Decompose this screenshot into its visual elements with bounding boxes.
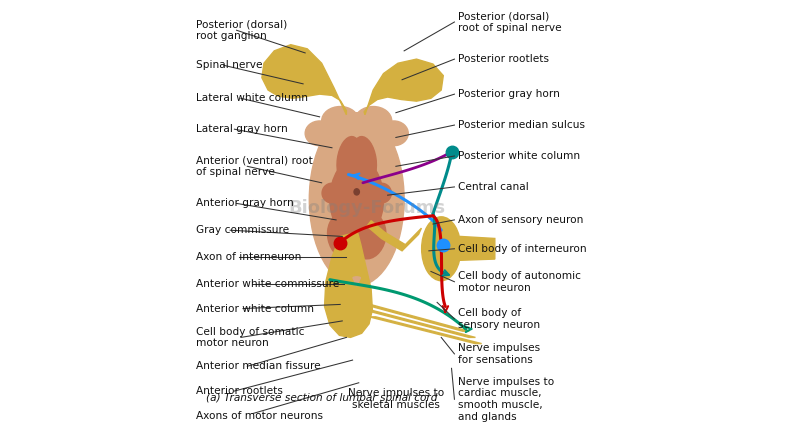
Ellipse shape xyxy=(371,183,391,203)
Polygon shape xyxy=(325,232,372,337)
Text: Biology-Forums: Biology-Forums xyxy=(289,199,446,216)
Ellipse shape xyxy=(422,217,461,281)
Text: Cell body of somatic
motor neuron: Cell body of somatic motor neuron xyxy=(196,327,305,348)
Text: Posterior (dorsal)
root ganglion: Posterior (dorsal) root ganglion xyxy=(196,20,287,41)
Text: Cell body of autonomic
motor neuron: Cell body of autonomic motor neuron xyxy=(458,271,581,293)
Text: Anterior white commissure: Anterior white commissure xyxy=(196,279,339,289)
Ellipse shape xyxy=(327,214,361,259)
Polygon shape xyxy=(460,236,495,260)
Ellipse shape xyxy=(354,189,359,195)
Text: Posterior white column: Posterior white column xyxy=(458,151,580,161)
Wedge shape xyxy=(353,113,361,122)
Text: (a) Transverse section of lumbar spinal cord: (a) Transverse section of lumbar spinal … xyxy=(206,393,438,403)
Text: Spinal nerve: Spinal nerve xyxy=(196,60,262,70)
Text: Anterior white column: Anterior white column xyxy=(196,304,314,314)
Text: Anterior (ventral) root
of spinal nerve: Anterior (ventral) root of spinal nerve xyxy=(196,155,313,177)
Text: Cell body of
sensory neuron: Cell body of sensory neuron xyxy=(458,308,540,330)
Text: Nerve impulses to
cardiac muscle,
smooth muscle,
and glands: Nerve impulses to cardiac muscle, smooth… xyxy=(458,377,554,422)
Polygon shape xyxy=(366,311,475,337)
Text: Anterior gray horn: Anterior gray horn xyxy=(196,199,294,208)
Ellipse shape xyxy=(322,183,342,203)
Text: Gray commissure: Gray commissure xyxy=(196,225,289,235)
Ellipse shape xyxy=(330,158,383,241)
Ellipse shape xyxy=(352,137,377,184)
Ellipse shape xyxy=(322,106,358,135)
Text: Posterior median sulcus: Posterior median sulcus xyxy=(458,120,585,130)
Ellipse shape xyxy=(310,113,404,286)
Polygon shape xyxy=(367,221,422,251)
Text: Cell body of interneuron: Cell body of interneuron xyxy=(458,244,586,254)
Text: Anterior median fissure: Anterior median fissure xyxy=(196,361,321,371)
Text: Nerve impulses
for sensations: Nerve impulses for sensations xyxy=(458,343,540,365)
Text: Anterior rootlets: Anterior rootlets xyxy=(196,386,282,396)
Text: Axon of interneuron: Axon of interneuron xyxy=(196,252,302,262)
Text: Axons of motor neurons: Axons of motor neurons xyxy=(196,411,323,421)
Polygon shape xyxy=(364,305,470,331)
Polygon shape xyxy=(262,45,346,115)
Text: Posterior rootlets: Posterior rootlets xyxy=(458,54,549,64)
Polygon shape xyxy=(369,317,482,344)
Text: Nerve impulses to
skeletal muscles: Nerve impulses to skeletal muscles xyxy=(348,388,444,409)
Ellipse shape xyxy=(379,121,408,146)
Text: Posterior (dorsal)
root of spinal nerve: Posterior (dorsal) root of spinal nerve xyxy=(458,11,562,33)
Text: Axon of sensory neuron: Axon of sensory neuron xyxy=(458,215,583,225)
Text: Lateral gray horn: Lateral gray horn xyxy=(196,124,288,134)
Ellipse shape xyxy=(337,137,362,184)
Text: Posterior gray horn: Posterior gray horn xyxy=(458,89,559,99)
Text: Central canal: Central canal xyxy=(458,182,529,192)
Ellipse shape xyxy=(352,214,386,259)
Text: Lateral white column: Lateral white column xyxy=(196,93,308,103)
Wedge shape xyxy=(353,277,361,286)
Ellipse shape xyxy=(354,106,392,135)
Ellipse shape xyxy=(305,121,334,146)
Polygon shape xyxy=(364,59,443,115)
